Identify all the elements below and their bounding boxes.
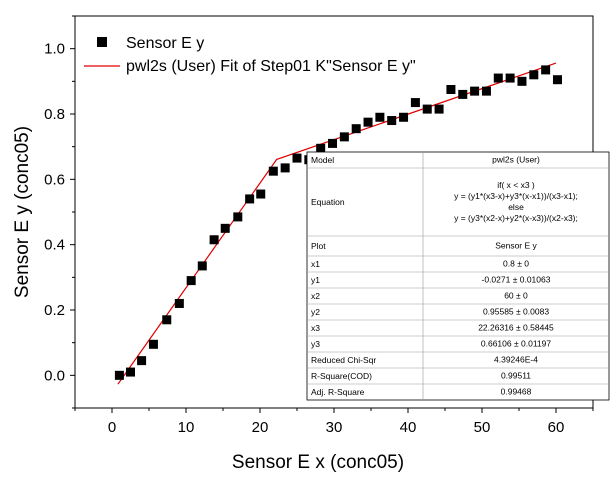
x-tick-label: 60 (548, 419, 565, 436)
table-cell-value: 0.99468 (501, 387, 532, 397)
table-cell-value: 0.95585 ± 0.0083 (483, 307, 549, 317)
data-point (220, 223, 230, 233)
x-tick-label: 30 (326, 419, 343, 436)
data-point (197, 261, 207, 271)
x-tick-label: 20 (252, 419, 269, 436)
data-point (316, 143, 326, 153)
data-point (517, 76, 527, 86)
legend-label-scatter: Sensor E y (126, 35, 204, 52)
table-cell-label: y1 (311, 275, 320, 285)
table-cell-value: 22.26316 ± 0.58445 (478, 323, 554, 333)
scatter-series (114, 65, 562, 380)
data-point (470, 86, 480, 96)
legend-marker-scatter (97, 37, 107, 47)
table-cell-label: y2 (311, 307, 320, 317)
x-tick-label: 50 (474, 419, 491, 436)
data-point (493, 73, 503, 83)
legend-label-fit: pwl2s (User) Fit of Step01 K"Sensor E y" (126, 58, 416, 75)
table-cell-value: else (508, 202, 524, 212)
table-cell-label: x3 (311, 323, 320, 333)
data-point (328, 138, 338, 148)
y-tick-label: 0.0 (44, 367, 65, 384)
data-point (410, 98, 420, 108)
table-cell-label: Equation (311, 197, 345, 207)
table-cell-value: 4.39246E-4 (494, 355, 538, 365)
table-cell-value: -0.0271 ± 0.01063 (482, 275, 551, 285)
data-point (209, 235, 219, 245)
data-point (137, 356, 147, 366)
table-cell-value: 0.99511 (501, 371, 531, 381)
data-point (505, 73, 515, 83)
y-tick-label: 0.6 (44, 171, 65, 188)
table-cell-value: y = (y3*(x2-x)+y2*(x-x3))/(x2-x3); (454, 213, 578, 223)
data-point (387, 116, 397, 126)
x-tick-label: 10 (178, 419, 195, 436)
data-point (245, 194, 255, 204)
table-cell-value: Sensor E y (495, 241, 537, 251)
table-cell-label: Model (311, 155, 334, 165)
y-tick-label: 1.0 (44, 41, 65, 58)
data-point (481, 86, 491, 96)
data-point (256, 189, 266, 199)
data-point (268, 166, 278, 176)
data-point (162, 315, 172, 325)
data-point (399, 112, 409, 122)
x-axis: 0 10 20 30 40 50 60 (74, 408, 594, 436)
x-tick-label: 40 (400, 419, 417, 436)
table-cell-label: Plot (311, 241, 326, 251)
data-point (458, 89, 468, 99)
table-cell-value: 60 ± 0 (504, 291, 528, 301)
data-point (233, 212, 243, 222)
data-point (351, 124, 361, 134)
x-tick-label: 0 (108, 419, 116, 436)
table-cell-value: y = (y1*(x3-x)+y3*(x-x1))/(x3-x1); (454, 191, 578, 201)
table-cell-label: y3 (311, 339, 320, 349)
data-point (375, 112, 385, 122)
table-cell-label: R-Square(COD) (311, 371, 372, 381)
table-frame (306, 151, 610, 401)
data-point (363, 117, 373, 127)
data-point (174, 298, 184, 308)
data-point (552, 75, 562, 85)
y-tick-label: 0.8 (44, 106, 65, 123)
data-point (446, 85, 456, 94)
table-cell-label: Reduced Chi-Sqr (311, 355, 376, 365)
data-point (148, 339, 158, 349)
data-point (292, 153, 302, 163)
table-cell-value: 0.8 ± 0 (503, 259, 529, 269)
y-axis-title: Sensor E y (conc05) (12, 126, 33, 298)
data-point (114, 370, 124, 380)
table-cell-label: Adj. R-Square (311, 387, 365, 397)
table-cell-label: x2 (311, 291, 320, 301)
table-cell-label: x1 (311, 259, 320, 269)
table-cell-value: 0.66106 ± 0.01197 (481, 339, 551, 349)
table-cell-value: pwl2s (User) (492, 155, 540, 165)
data-point (529, 70, 539, 80)
y-tick-label: 0.4 (44, 237, 65, 254)
table-cell-value: if( x < x3 ) (497, 180, 535, 190)
legend: Sensor E y pwl2s (User) Fit of Step01 K"… (84, 35, 416, 75)
data-point (434, 104, 444, 114)
data-point (422, 104, 432, 114)
y-tick-label: 0.2 (44, 302, 65, 319)
data-point (339, 132, 349, 142)
y-axis: 0.0 0.2 0.4 0.6 0.8 1.0 (44, 15, 75, 409)
data-point (186, 276, 196, 286)
data-point (541, 65, 551, 75)
data-point (280, 163, 290, 173)
x-axis-title: Sensor E x (conc05) (232, 452, 404, 473)
data-point (126, 367, 135, 377)
